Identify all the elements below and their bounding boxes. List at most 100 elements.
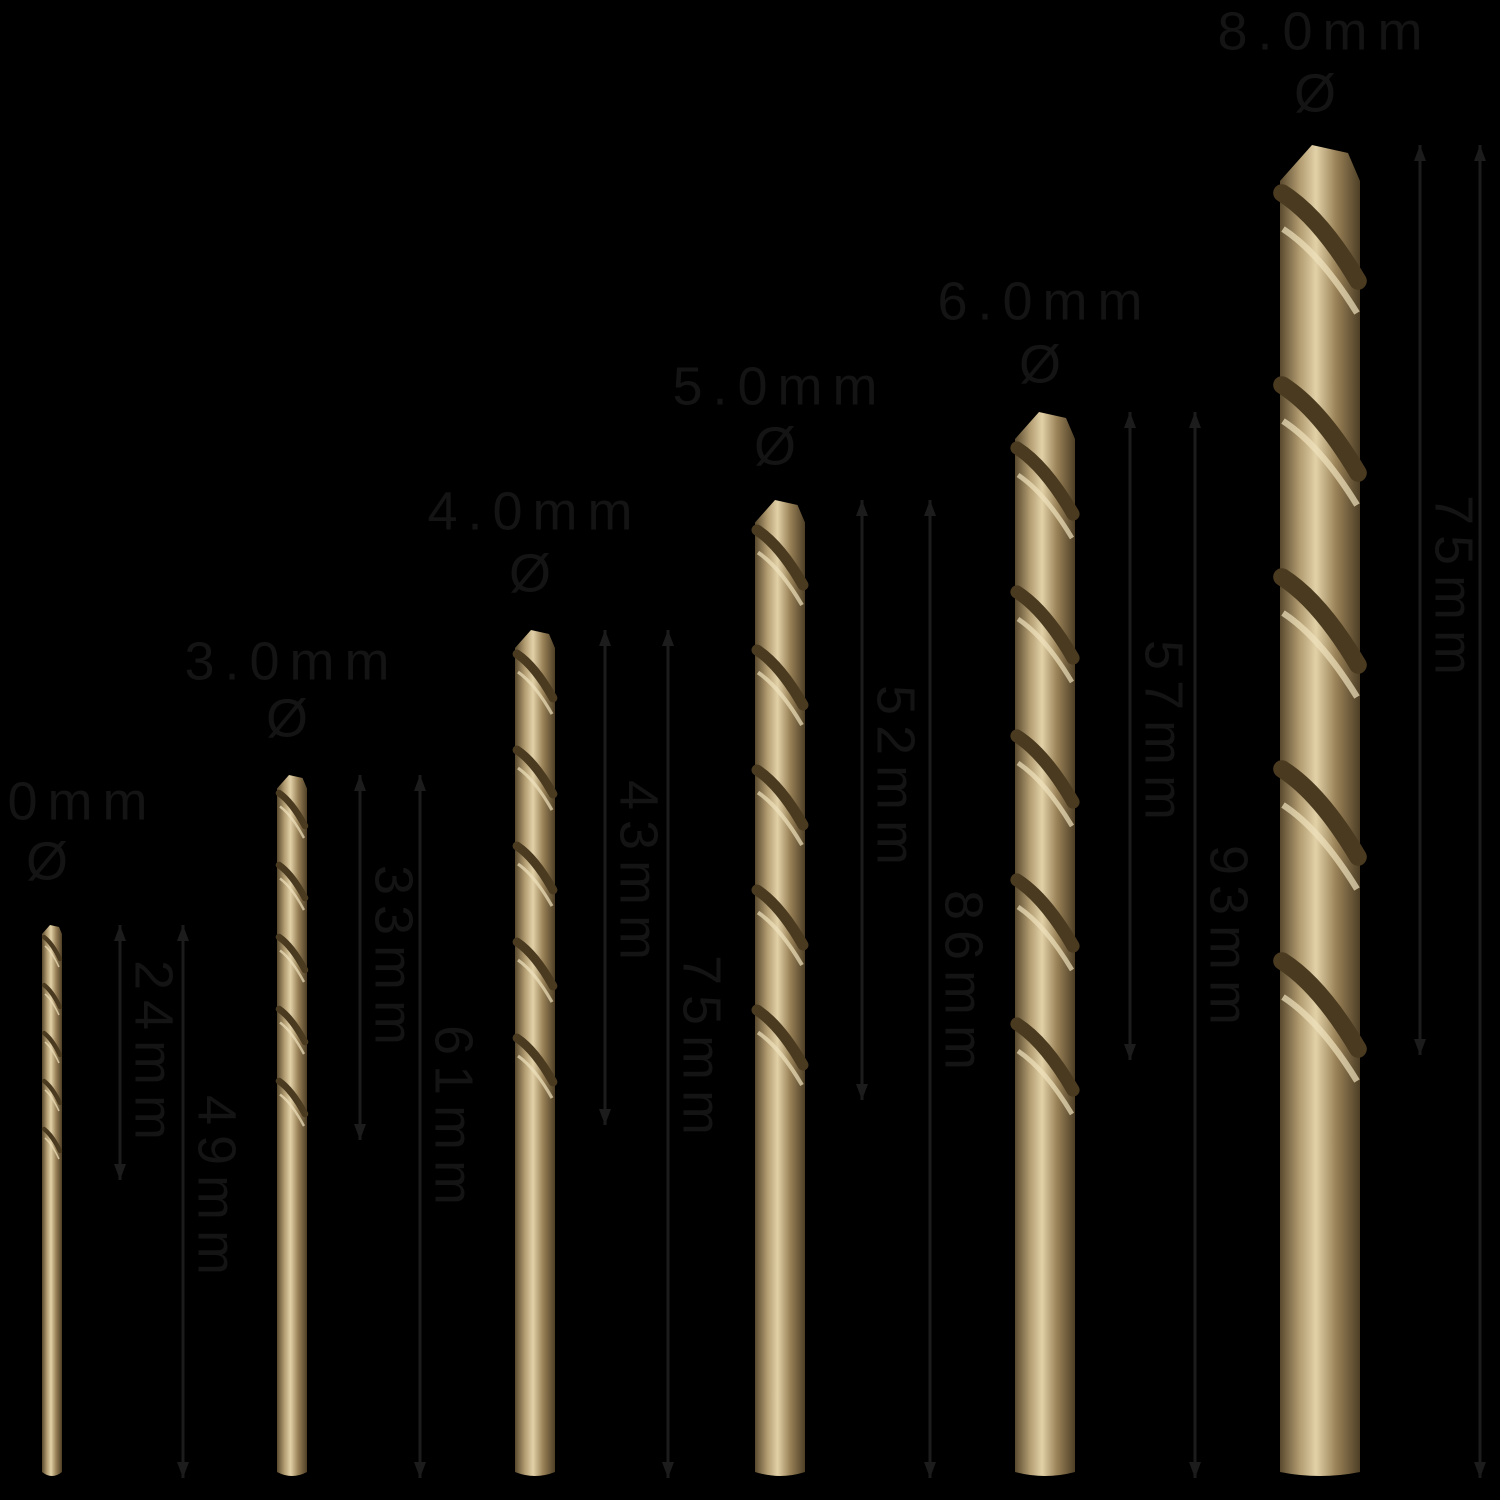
flute-groove (1010, 873, 1080, 953)
total-dimension-line-arrow (414, 1462, 426, 1478)
flute-highlight (517, 862, 554, 907)
total-dimension-line-arrow (177, 1462, 189, 1478)
drill-bit (1010, 412, 1080, 1476)
flute-length-label: 24mm (124, 960, 184, 1150)
flute-groove (41, 1126, 63, 1154)
flute-groove (751, 884, 809, 951)
bit-body (277, 775, 307, 1476)
flute-highlight (1016, 617, 1075, 684)
flute-highlight (756, 670, 804, 727)
drill-bit (275, 775, 309, 1476)
total-dimension-line-arrow (924, 500, 936, 516)
flute-highlight (279, 877, 306, 911)
flute-groove (512, 745, 558, 799)
flute-highlight (517, 958, 554, 1003)
flute-highlight (279, 1021, 306, 1055)
total-dimension-line-arrow (414, 775, 426, 791)
bit-body (1015, 412, 1075, 1476)
flute-length-label: 33mm (364, 865, 424, 1055)
total-length-label: 49mm (187, 1095, 247, 1285)
flute-highlight (44, 1041, 60, 1064)
flute-dimension-line-arrow (856, 1084, 868, 1100)
flute-highlight (517, 670, 554, 715)
flute-dimension-line-arrow (1414, 1039, 1426, 1055)
diameter-label: 4.0mm (427, 481, 642, 541)
flute-highlight (1016, 1049, 1075, 1116)
flute-highlight (1281, 610, 1360, 699)
flute-groove (751, 644, 809, 711)
flute-highlight (1281, 802, 1360, 891)
flute-highlight (44, 1089, 60, 1112)
flute-highlight (279, 805, 306, 839)
diameter-symbol: Ø (1294, 63, 1346, 123)
total-length-label: 86mm (934, 890, 994, 1080)
flute-highlight (1016, 761, 1075, 828)
flute-groove (41, 934, 63, 962)
flute-groove (512, 649, 558, 703)
flute-groove (1273, 760, 1367, 866)
flute-highlight (756, 1030, 804, 1087)
flute-groove (751, 764, 809, 831)
flute-highlight (517, 1054, 554, 1099)
drill-bit (41, 925, 63, 1476)
total-dimension-line-arrow (1474, 1462, 1486, 1478)
flute-highlight (1281, 226, 1360, 315)
flute-groove (512, 1033, 558, 1087)
flute-dimension-line-arrow (1124, 412, 1136, 428)
total-dimension-line-arrow (1474, 145, 1486, 161)
flute-highlight (756, 550, 804, 607)
flute-length-label: 43mm (609, 780, 669, 970)
diameter-label: 8.0mm (1217, 1, 1432, 61)
flute-highlight (756, 910, 804, 967)
flute-length-label: 57mm (1134, 640, 1194, 830)
total-dimension-line-arrow (1189, 1462, 1201, 1478)
flute-groove (1273, 184, 1367, 290)
flute-highlight (517, 766, 554, 811)
flute-groove (275, 789, 309, 830)
diameter-label: 5.0mm (672, 356, 887, 416)
flute-highlight (279, 949, 306, 983)
flute-groove (275, 861, 309, 902)
flute-groove (512, 841, 558, 895)
flute-groove (41, 982, 63, 1010)
flute-highlight (44, 993, 60, 1016)
flute-groove (41, 1030, 63, 1058)
total-length-label: 93mm (1199, 845, 1259, 1035)
flute-groove (751, 1004, 809, 1071)
flute-groove (275, 1077, 309, 1118)
flute-groove (1273, 568, 1367, 674)
flute-dimension-line-arrow (599, 630, 611, 646)
total-length-label: 61mm (424, 1025, 484, 1215)
flute-dimension-line-arrow (114, 1164, 126, 1180)
flute-groove (1273, 376, 1367, 482)
flute-groove (751, 524, 809, 591)
flute-groove (1010, 585, 1080, 665)
bit-body (42, 925, 62, 1476)
flute-highlight (1016, 905, 1075, 972)
flute-groove (1273, 952, 1367, 1058)
flute-highlight (756, 790, 804, 847)
flute-highlight (1281, 418, 1360, 507)
flute-groove (1010, 1017, 1080, 1097)
diameter-label: 3.0mm (184, 631, 399, 691)
total-dimension-line-arrow (662, 630, 674, 646)
flute-dimension-line-arrow (114, 925, 126, 941)
flute-groove (512, 937, 558, 991)
diameter-symbol: Ø (266, 688, 318, 748)
total-dimension-line-arrow (177, 925, 189, 941)
flute-dimension-line-arrow (1124, 1044, 1136, 1060)
flute-highlight (279, 1093, 306, 1127)
flute-highlight (44, 945, 60, 968)
diameter-label: 6.0mm (937, 271, 1152, 331)
flute-groove (275, 1005, 309, 1046)
total-dimension-line-arrow (662, 1462, 674, 1478)
diameter-symbol: Ø (754, 416, 806, 476)
drill-bit (751, 500, 809, 1476)
flute-groove (41, 1078, 63, 1106)
bit-body (755, 500, 805, 1476)
total-dimension-line-arrow (924, 1462, 936, 1478)
flute-dimension-line-arrow (856, 500, 868, 516)
